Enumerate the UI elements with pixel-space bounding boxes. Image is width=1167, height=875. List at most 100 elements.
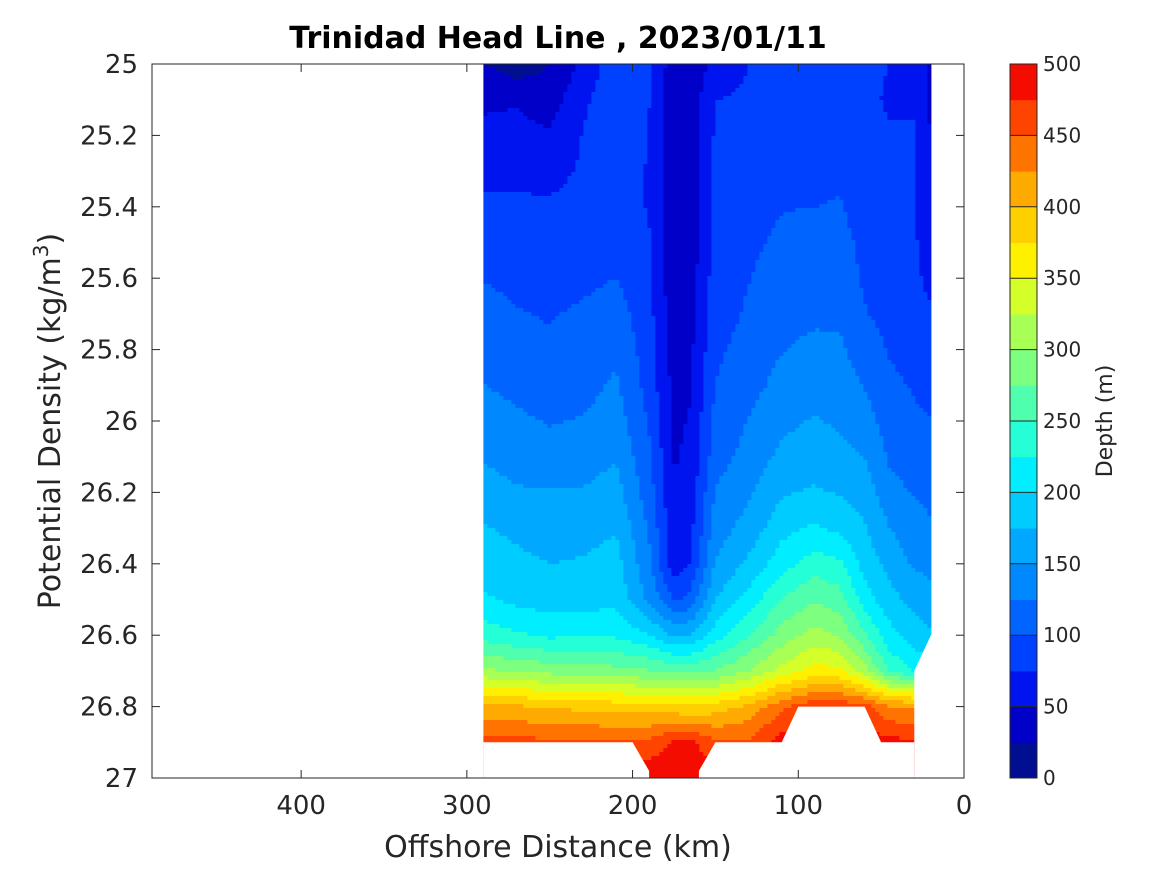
contour-cell xyxy=(591,304,596,309)
contour-cell xyxy=(587,84,592,89)
contour-cell xyxy=(551,136,556,141)
contour-cell xyxy=(551,468,556,473)
contour-cell xyxy=(483,64,488,69)
contour-cell xyxy=(555,348,560,353)
contour-cell xyxy=(571,724,576,729)
contour-cell xyxy=(483,212,488,217)
contour-cell xyxy=(527,696,532,701)
contour-cell xyxy=(535,188,540,193)
contour-cell xyxy=(539,200,544,205)
contour-cell xyxy=(555,484,560,489)
contour-cell xyxy=(539,484,544,489)
contour-cell xyxy=(559,88,564,93)
contour-cell xyxy=(503,444,508,449)
contour-cell xyxy=(487,580,492,585)
contour-cell xyxy=(523,308,528,313)
contour-cell xyxy=(563,124,568,129)
contour-cell xyxy=(555,500,560,505)
contour-cell xyxy=(579,584,584,589)
contour-cell xyxy=(539,104,544,109)
contour-cell xyxy=(551,380,556,385)
contour-cell xyxy=(555,704,560,709)
contour-cell xyxy=(551,652,556,657)
contour-cell xyxy=(547,312,552,317)
contour-cell xyxy=(575,248,580,253)
contour-cell xyxy=(575,500,580,505)
contour-cell xyxy=(563,568,568,573)
contour-cell xyxy=(563,608,568,613)
contour-cell xyxy=(563,88,568,93)
contour-cell xyxy=(547,456,552,461)
contour-cell xyxy=(531,224,536,229)
contour-cell xyxy=(575,396,580,401)
contour-cell xyxy=(579,304,584,309)
contour-cell xyxy=(519,284,524,289)
contour-cell xyxy=(519,492,524,497)
contour-cell xyxy=(487,108,492,113)
contour-cell xyxy=(563,64,568,69)
contour-cell xyxy=(511,404,516,409)
contour-cell xyxy=(503,408,508,413)
contour-cell xyxy=(531,492,536,497)
contour-cell xyxy=(527,372,532,377)
contour-cell xyxy=(539,428,544,433)
contour-cell xyxy=(487,316,492,321)
contour-cell xyxy=(511,136,516,141)
contour-cell xyxy=(511,360,516,365)
contour-cell xyxy=(503,536,508,541)
contour-cell xyxy=(543,520,548,525)
contour-cell xyxy=(559,360,564,365)
contour-cell xyxy=(515,580,520,585)
contour-cell xyxy=(551,72,556,77)
contour-cell xyxy=(539,172,544,177)
contour-cell xyxy=(535,208,540,213)
contour-cell xyxy=(543,580,548,585)
contour-cell xyxy=(587,656,592,661)
contour-cell xyxy=(563,452,568,457)
contour-cell xyxy=(483,368,488,373)
contour-cell xyxy=(515,108,520,113)
contour-cell xyxy=(499,284,504,289)
contour-cell xyxy=(515,512,520,517)
contour-cell xyxy=(499,688,504,693)
contour-cell xyxy=(527,592,532,597)
contour-cell xyxy=(591,224,596,229)
contour-cell xyxy=(503,136,508,141)
contour-cell xyxy=(539,256,544,261)
contour-cell xyxy=(579,272,584,277)
contour-cell xyxy=(567,116,572,121)
contour-cell xyxy=(591,540,596,545)
contour-cell xyxy=(575,136,580,141)
contour-cell xyxy=(591,644,596,649)
contour-cell xyxy=(503,504,508,509)
contour-cell xyxy=(575,712,580,717)
contour-cell xyxy=(487,528,492,533)
contour-cell xyxy=(483,572,488,577)
contour-cell xyxy=(507,192,512,197)
contour-cell xyxy=(579,128,584,133)
contour-cell xyxy=(507,64,512,69)
contour-cell xyxy=(555,156,560,161)
contour-cell xyxy=(483,88,488,93)
contour-cell xyxy=(491,632,496,637)
contour-cell xyxy=(531,728,536,733)
contour-cell xyxy=(527,684,532,689)
contour-cell xyxy=(503,732,508,737)
contour-cell xyxy=(571,620,576,625)
contour-cell xyxy=(555,276,560,281)
contour-cell xyxy=(583,168,588,173)
contour-cell xyxy=(543,700,548,705)
contour-cell xyxy=(579,188,584,193)
contour-cell xyxy=(527,560,532,565)
contour-cell xyxy=(487,448,492,453)
contour-cell xyxy=(575,148,580,153)
contour-cell xyxy=(503,648,508,653)
contour-cell xyxy=(499,304,504,309)
contour-cell xyxy=(527,136,532,141)
contour-cell xyxy=(495,636,500,641)
contour-cell xyxy=(499,396,504,401)
contour-cell xyxy=(575,180,580,185)
contour-cell xyxy=(487,592,492,597)
contour-cell xyxy=(575,692,580,697)
contour-cell xyxy=(547,732,552,737)
